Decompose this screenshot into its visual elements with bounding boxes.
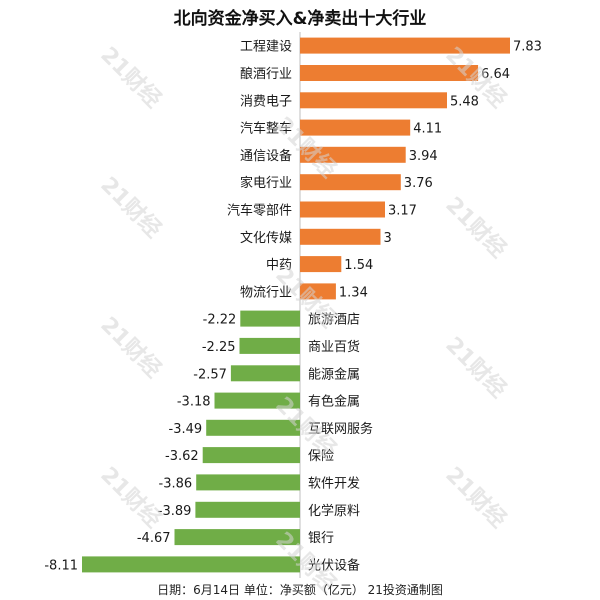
value-label: -3.49 [169,422,203,437]
category-label: 汽车整车 [240,121,292,137]
bar-3 [300,92,447,109]
value-label: 3 [384,231,392,246]
category-label: 光伏设备 [308,557,360,573]
category-label: 有色金属 [308,394,360,410]
category-label: 家电行业 [240,175,292,191]
category-label: 酿酒行业 [240,66,292,82]
footer-note: 日期：6月14日 单位：净买额（亿元） 21投资通制图 [157,583,443,597]
bar-18 [195,501,300,518]
value-label: 7.83 [513,40,542,55]
bar-11 [240,310,300,327]
category-label: 物流行业 [240,285,292,300]
bar-20 [82,556,300,573]
value-label: 1.54 [344,258,373,273]
bar-12 [239,337,300,354]
value-label: -8.11 [44,558,78,573]
bar-10 [300,283,336,300]
value-label: -2.22 [203,313,237,328]
category-label: 汽车零部件 [227,203,292,219]
value-label: -2.57 [193,367,227,382]
category-label: 保险 [308,449,334,464]
value-label: 4.11 [413,122,442,137]
value-label: -3.86 [159,476,193,491]
value-label: 5.48 [450,94,479,109]
value-label: 6.64 [481,67,510,82]
bar-16 [202,447,300,464]
bar-9 [300,256,342,273]
value-label: -2.25 [202,340,236,355]
value-label: 3.94 [409,149,438,164]
category-label: 旅游酒店 [308,313,360,328]
value-label: 3.76 [404,176,433,191]
bar-2 [300,65,479,81]
value-label: 1.34 [339,285,368,300]
category-label: 化学原料 [308,503,360,519]
bar-13 [230,365,300,382]
bar-8 [300,228,381,245]
value-label: 3.17 [388,204,417,219]
category-label: 消费电子 [240,94,292,109]
chart-title: 北向资金净买入&净卖出十大行业 [173,9,427,29]
bar-14 [214,392,300,409]
category-label: 中药 [266,258,292,273]
bar-7 [300,201,385,218]
category-label: 工程建设 [240,40,292,55]
category-label: 能源金属 [308,366,360,382]
value-label: -3.89 [158,504,192,519]
bar-19 [174,529,300,546]
category-label: 文化传媒 [240,231,292,246]
category-label: 通信设备 [240,148,292,164]
bar-4 [300,119,411,136]
bar-15 [206,419,300,436]
category-label: 互联网服务 [308,421,373,437]
bar-6 [300,174,401,191]
bar-5 [300,146,406,163]
value-label: -3.18 [177,395,211,410]
category-label: 银行 [308,531,334,546]
value-label: -4.67 [137,531,171,546]
value-label: -3.62 [165,449,199,464]
category-label: 软件开发 [308,475,360,491]
bar-17 [196,474,300,491]
category-label: 商业百货 [308,339,360,355]
bar-1 [300,37,510,54]
